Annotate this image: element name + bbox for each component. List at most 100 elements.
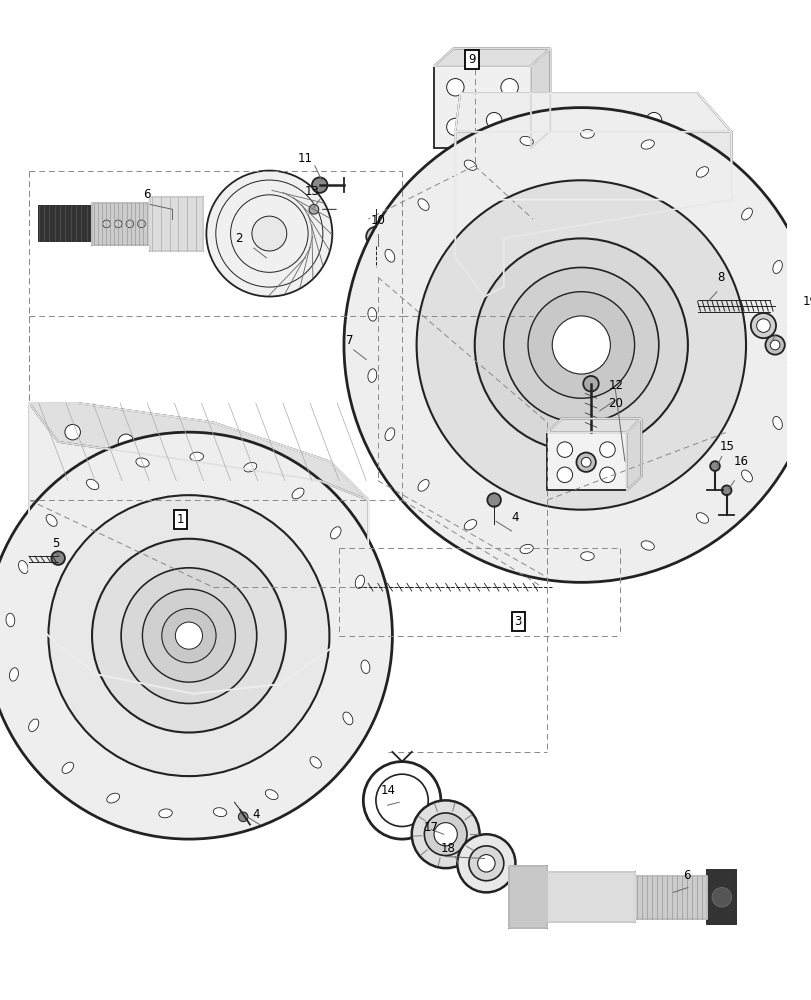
Circle shape	[238, 812, 247, 822]
Text: 14: 14	[380, 784, 395, 797]
Ellipse shape	[159, 809, 172, 818]
Ellipse shape	[243, 463, 256, 472]
Text: 1: 1	[176, 513, 184, 526]
Circle shape	[121, 568, 256, 703]
Text: 10: 10	[371, 214, 385, 227]
Text: 11: 11	[297, 152, 312, 165]
Circle shape	[765, 335, 783, 355]
Text: 5: 5	[52, 537, 60, 550]
Text: 2: 2	[235, 232, 242, 245]
Ellipse shape	[418, 480, 428, 491]
Ellipse shape	[519, 544, 533, 554]
Ellipse shape	[367, 369, 376, 382]
Text: 16: 16	[732, 455, 748, 468]
Text: 4: 4	[511, 511, 518, 524]
Circle shape	[474, 238, 687, 452]
Circle shape	[457, 834, 515, 892]
Circle shape	[118, 492, 134, 508]
Circle shape	[118, 434, 134, 450]
Ellipse shape	[46, 515, 57, 526]
Ellipse shape	[265, 790, 277, 800]
Circle shape	[446, 118, 464, 136]
Text: 8: 8	[716, 271, 723, 284]
Circle shape	[65, 424, 80, 440]
Circle shape	[581, 457, 590, 467]
Circle shape	[468, 846, 503, 881]
Ellipse shape	[418, 199, 428, 210]
Circle shape	[592, 161, 607, 176]
Polygon shape	[92, 203, 150, 245]
Text: 6: 6	[682, 869, 689, 882]
Ellipse shape	[787, 320, 795, 333]
Ellipse shape	[519, 136, 533, 146]
Ellipse shape	[106, 793, 119, 803]
Text: 17: 17	[423, 821, 438, 834]
Polygon shape	[706, 870, 736, 924]
Polygon shape	[39, 206, 92, 241]
Text: 4: 4	[252, 808, 260, 821]
Circle shape	[710, 461, 719, 471]
Ellipse shape	[342, 712, 353, 725]
Ellipse shape	[384, 428, 394, 441]
Circle shape	[344, 108, 811, 582]
Ellipse shape	[367, 308, 376, 321]
Polygon shape	[29, 403, 367, 500]
Circle shape	[711, 888, 731, 907]
Circle shape	[175, 622, 202, 649]
Circle shape	[65, 483, 80, 498]
Circle shape	[539, 112, 555, 128]
Ellipse shape	[696, 513, 708, 523]
Circle shape	[411, 800, 479, 868]
Circle shape	[161, 609, 216, 663]
Ellipse shape	[354, 575, 364, 588]
Ellipse shape	[361, 660, 370, 673]
Bar	[434, 66, 530, 148]
Circle shape	[251, 216, 286, 251]
Circle shape	[142, 589, 235, 682]
Circle shape	[500, 79, 517, 96]
Circle shape	[309, 204, 319, 214]
Circle shape	[476, 101, 487, 112]
Ellipse shape	[310, 757, 321, 768]
Circle shape	[551, 316, 610, 374]
Circle shape	[206, 171, 332, 297]
Ellipse shape	[135, 458, 149, 467]
Circle shape	[592, 112, 607, 128]
Ellipse shape	[464, 520, 476, 530]
Text: 19: 19	[801, 295, 811, 308]
Ellipse shape	[696, 167, 708, 177]
Text: 12: 12	[607, 379, 623, 392]
Circle shape	[487, 493, 500, 507]
Polygon shape	[626, 419, 641, 490]
Circle shape	[486, 112, 501, 128]
Polygon shape	[150, 197, 204, 251]
Ellipse shape	[772, 416, 782, 429]
Ellipse shape	[213, 808, 226, 817]
Text: 15: 15	[719, 440, 734, 453]
Bar	[547, 432, 626, 490]
Text: 6: 6	[144, 188, 151, 201]
Text: 18: 18	[440, 842, 455, 855]
Ellipse shape	[740, 208, 752, 220]
Ellipse shape	[6, 613, 15, 627]
Circle shape	[556, 467, 572, 483]
Ellipse shape	[10, 668, 19, 681]
Polygon shape	[455, 132, 731, 297]
Ellipse shape	[772, 260, 782, 274]
Circle shape	[599, 442, 615, 457]
Text: 20: 20	[607, 397, 623, 410]
Text: 9: 9	[467, 53, 475, 66]
Ellipse shape	[464, 160, 476, 170]
Polygon shape	[434, 49, 550, 66]
Circle shape	[446, 79, 464, 96]
Polygon shape	[530, 49, 550, 148]
Circle shape	[92, 539, 285, 733]
Ellipse shape	[641, 140, 654, 149]
Ellipse shape	[19, 561, 28, 574]
Ellipse shape	[384, 249, 394, 262]
Circle shape	[486, 161, 501, 176]
Circle shape	[582, 376, 598, 391]
Ellipse shape	[190, 452, 204, 461]
Text: 3: 3	[514, 615, 521, 628]
Circle shape	[51, 551, 65, 565]
